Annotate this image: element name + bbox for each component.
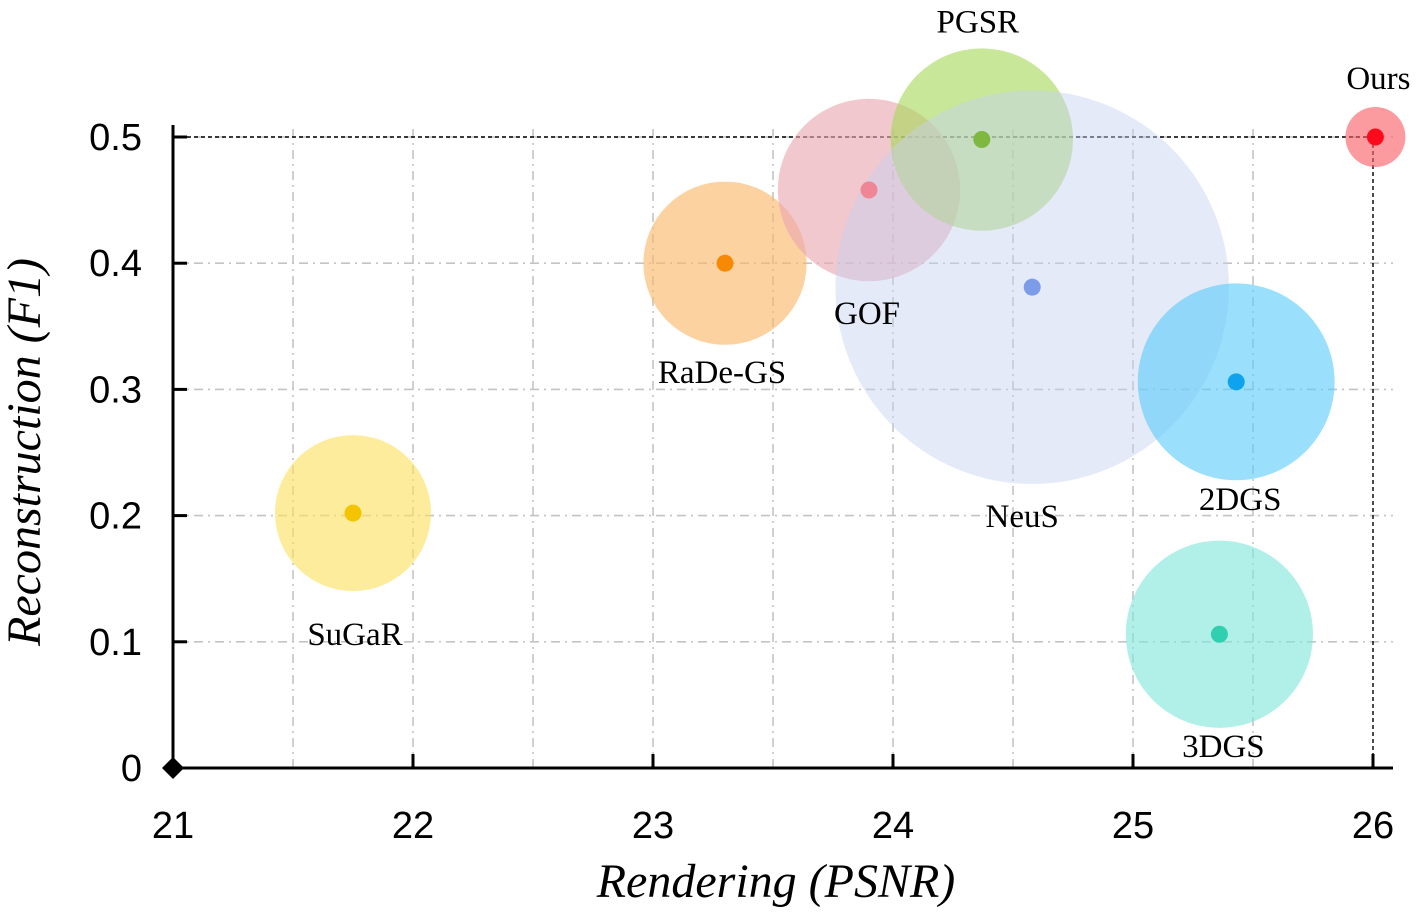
label-2dgs: 2DGS [1199,482,1282,518]
label-sugar: SuGaR [307,617,402,653]
point-3dgs [1210,625,1228,643]
label-rade-gs: RaDe-GS [658,355,786,391]
label-neus: NeuS [986,499,1059,535]
y-tick-label-2: 0.2 [89,496,142,538]
x-tick-label-4: 25 [1112,805,1154,847]
point-rade-gs [716,254,734,272]
x-tick-label-2: 23 [632,805,674,847]
y-tick-label-5: 0.5 [89,117,142,159]
point-neus [1023,278,1041,296]
point-pgsr [973,131,991,149]
y-tick-label-1: 0.1 [89,622,142,664]
bubble-centers [344,128,1384,643]
label-ours: Ours [1346,61,1410,97]
ticks: 21 22 23 24 25 26 0 0.1 0.2 0.3 0.4 0.5 [89,117,1394,847]
y-tick-label-3: 0.3 [89,369,142,411]
x-tick-label-1: 22 [392,805,434,847]
method-labels: SuGaR RaDe-GS GOF PGSR NeuS 2DGS 3DGS Ours [307,5,1410,766]
point-2dgs [1227,373,1245,391]
x-tick-label-5: 26 [1352,805,1394,847]
y-tick-label-0: 0 [121,748,142,790]
point-sugar [344,504,362,522]
point-ours [1366,128,1384,146]
reference-lines [173,136,1374,768]
x-axis-title: Rendering (PSNR) [596,855,956,908]
y-tick-label-4: 0.4 [89,243,142,285]
label-3dgs: 3DGS [1182,729,1265,765]
point-gof [860,181,878,199]
x-tick-label-0: 21 [152,805,194,847]
y-axis-title: Reconstruction (F1) [0,258,51,647]
label-gof: GOF [834,296,900,332]
label-pgsr: PGSR [937,5,1020,41]
x-tick-label-3: 24 [872,805,914,847]
